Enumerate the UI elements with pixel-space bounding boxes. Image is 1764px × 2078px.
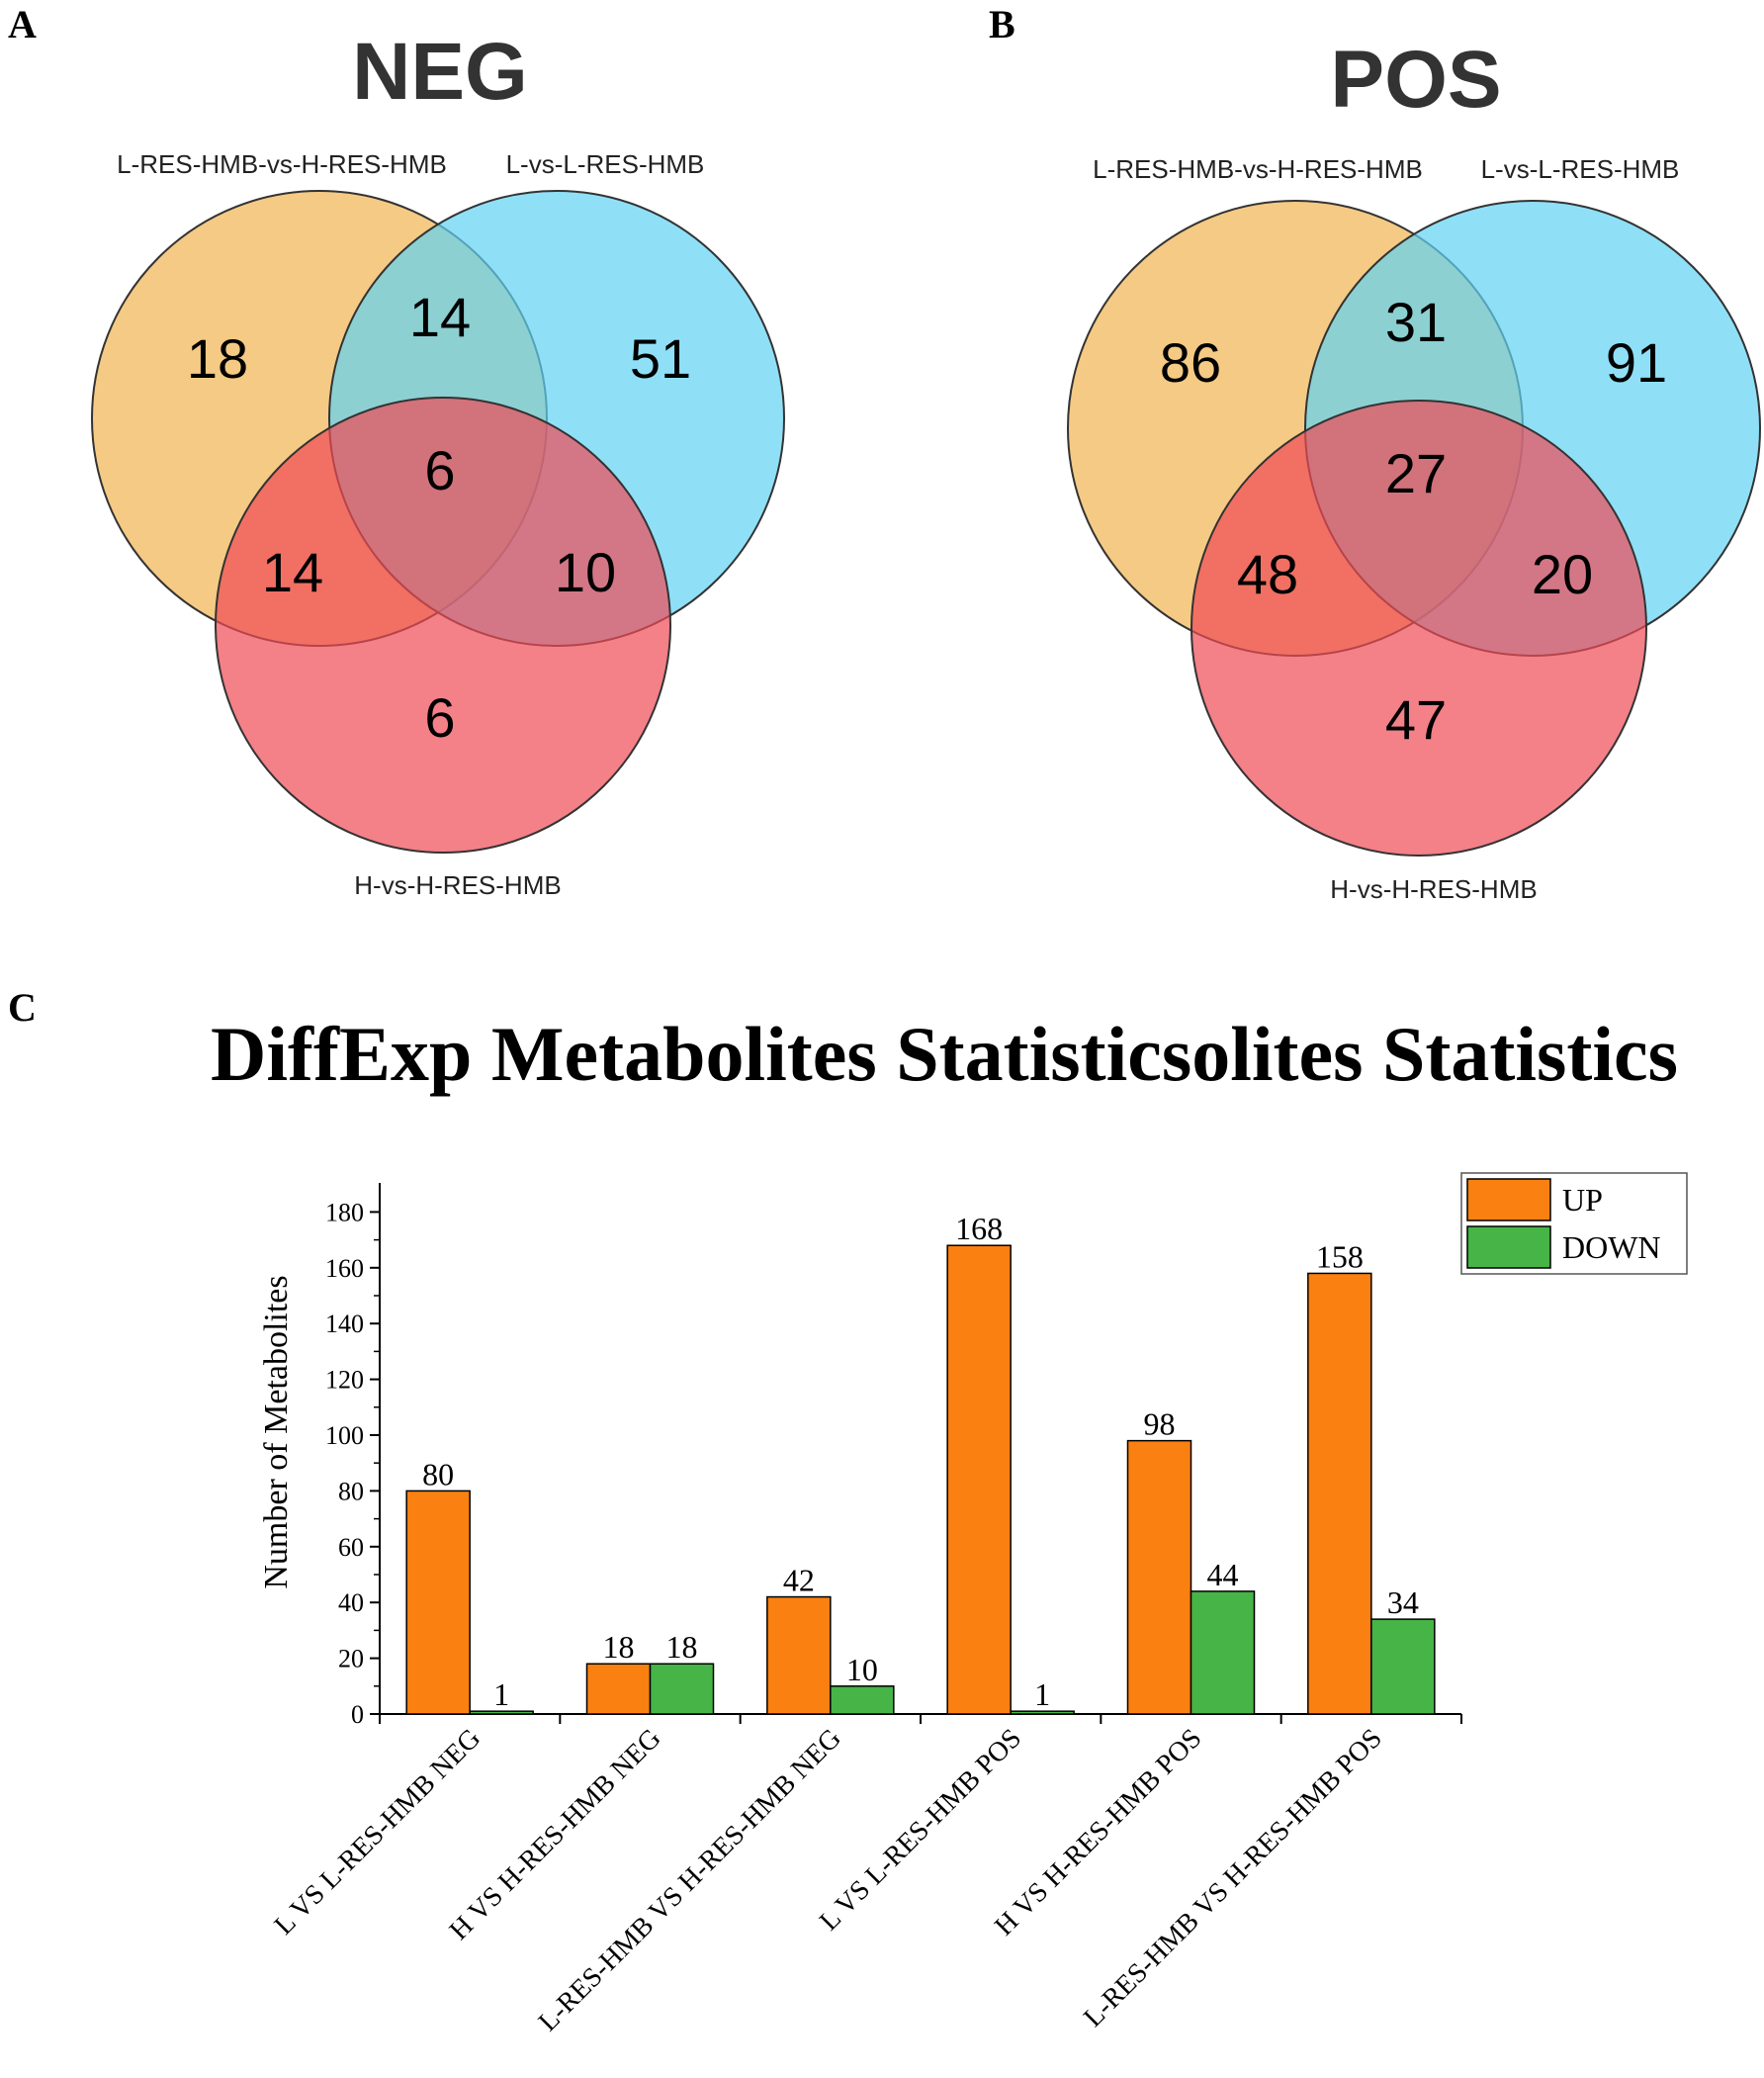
venn-pos-count-s123: 27 <box>1385 442 1447 504</box>
venn-neg-count-s123: 6 <box>424 439 455 501</box>
venn-neg-count-s12: 14 <box>409 286 471 348</box>
venn-neg-label-set1: L-RES-HMB-vs-H-RES-HMB <box>117 149 447 179</box>
venn-pos: POS L-RES-HMB-vs-H-RES-HMB L-vs-L-RES-HM… <box>1067 35 1761 904</box>
legend-swatch-up <box>1466 1178 1551 1221</box>
y-axis-title: Number of Metabolites <box>258 1275 295 1588</box>
y-tick-label: 140 <box>325 1310 364 1338</box>
venn-pos-title: POS <box>1330 35 1501 125</box>
bar-down-6 <box>1370 1618 1436 1715</box>
legend-label-down: DOWN <box>1562 1229 1661 1265</box>
bar-up-3 <box>766 1595 832 1715</box>
bar-down-5 <box>1190 1590 1256 1715</box>
category-label: H VS H-RES-HMB NEG <box>444 1723 667 1946</box>
panel-letter-a: A <box>8 2 37 46</box>
bar-value-label: 168 <box>955 1211 1003 1246</box>
y-tick-label: 100 <box>325 1421 364 1450</box>
y-tick-label: 180 <box>325 1198 364 1226</box>
bar-up-5 <box>1126 1439 1192 1715</box>
y-tick-label: 120 <box>325 1366 364 1395</box>
venn-pos-count-s12: 31 <box>1385 291 1447 353</box>
venn-pos-circle-set3 <box>1191 400 1647 857</box>
bar-value-label: 44 <box>1207 1557 1239 1592</box>
y-tick-label: 40 <box>338 1588 364 1617</box>
bar-up-1 <box>405 1490 471 1715</box>
bar-value-label: 18 <box>666 1629 698 1665</box>
venn-pos-count-only1: 86 <box>1160 331 1221 394</box>
bar-value-label: 10 <box>846 1652 878 1687</box>
venn-pos-label-set2: L-vs-L-RES-HMB <box>1481 154 1680 184</box>
bar-down-1 <box>469 1710 534 1715</box>
venn-neg-count-only3: 6 <box>424 686 455 749</box>
bar-value-label: 1 <box>1034 1676 1050 1712</box>
venn-pos-count-s13: 48 <box>1237 543 1298 605</box>
y-tick-label: 60 <box>338 1533 364 1562</box>
panel-letter-b: B <box>989 2 1015 46</box>
y-tick-label: 160 <box>325 1254 364 1283</box>
bar-value-label: 158 <box>1316 1238 1364 1274</box>
bar-value-label: 18 <box>603 1629 635 1665</box>
panel-letter-c: C <box>8 985 37 1030</box>
category-label: H VS H-RES-HMB POS <box>989 1723 1207 1942</box>
venn-neg-count-s23: 10 <box>555 541 616 603</box>
category-label: L-RES-HMB VS H-RES-HMB NEG <box>533 1723 847 2037</box>
venn-neg-title: NEG <box>352 27 528 117</box>
venn-pos-label-set1: L-RES-HMB-vs-H-RES-HMB <box>1093 154 1423 184</box>
venn-neg: NEG L-RES-HMB-vs-H-RES-HMB L-vs-L-RES-HM… <box>91 27 785 900</box>
bar-labels: 80 1 18 18 42 10 168 1 98 44 158 34 <box>422 1211 1419 1712</box>
bar-value-label: 98 <box>1144 1406 1176 1442</box>
y-ticks: 0 20 40 60 80 100 120 140 160 180 <box>325 1198 380 1729</box>
venn-pos-count-only2: 91 <box>1606 331 1667 394</box>
bar-value-label: 42 <box>783 1563 815 1598</box>
venn-pos-label-set3: H-vs-H-RES-HMB <box>1330 874 1537 904</box>
category-label: L VS L-RES-HMB NEG <box>269 1723 486 1941</box>
venn-neg-label-set3: H-vs-H-RES-HMB <box>354 870 561 900</box>
x-ticks <box>379 1714 1462 1724</box>
category-label: L VS L-RES-HMB POS <box>814 1723 1027 1937</box>
venn-neg-count-only2: 51 <box>630 327 691 390</box>
bar-down-4 <box>1010 1710 1075 1715</box>
bar-up-6 <box>1307 1272 1372 1715</box>
legend-swatch-down <box>1466 1225 1551 1269</box>
legend-label-up: UP <box>1562 1182 1603 1218</box>
venn-pos-count-s23: 20 <box>1532 543 1593 605</box>
y-tick-label: 0 <box>351 1700 364 1729</box>
bar-down-3 <box>830 1685 895 1715</box>
bars <box>405 1244 1436 1715</box>
y-tick-label: 80 <box>338 1477 364 1505</box>
y-tick-label: 20 <box>338 1645 364 1673</box>
venn-neg-count-only1: 18 <box>187 327 248 390</box>
venn-pos-count-only3: 47 <box>1385 688 1447 751</box>
venn-neg-circle-set3 <box>215 397 671 854</box>
venn-neg-count-s13: 14 <box>262 541 323 603</box>
bar-up-2 <box>585 1663 652 1715</box>
bar-value-label: 1 <box>493 1676 509 1712</box>
bar-up-4 <box>946 1244 1012 1715</box>
bar-down-2 <box>649 1663 715 1715</box>
legend: UP DOWN <box>1460 1172 1688 1275</box>
bar-value-label: 80 <box>422 1456 454 1491</box>
venn-neg-label-set2: L-vs-L-RES-HMB <box>506 149 705 179</box>
chart-title: DiffExp Metabolites Statisticsolites Sta… <box>211 1011 1678 1097</box>
category-label: L-RES-HMB VS H-RES-HMB POS <box>1078 1723 1388 2033</box>
bar-value-label: 34 <box>1387 1584 1419 1620</box>
